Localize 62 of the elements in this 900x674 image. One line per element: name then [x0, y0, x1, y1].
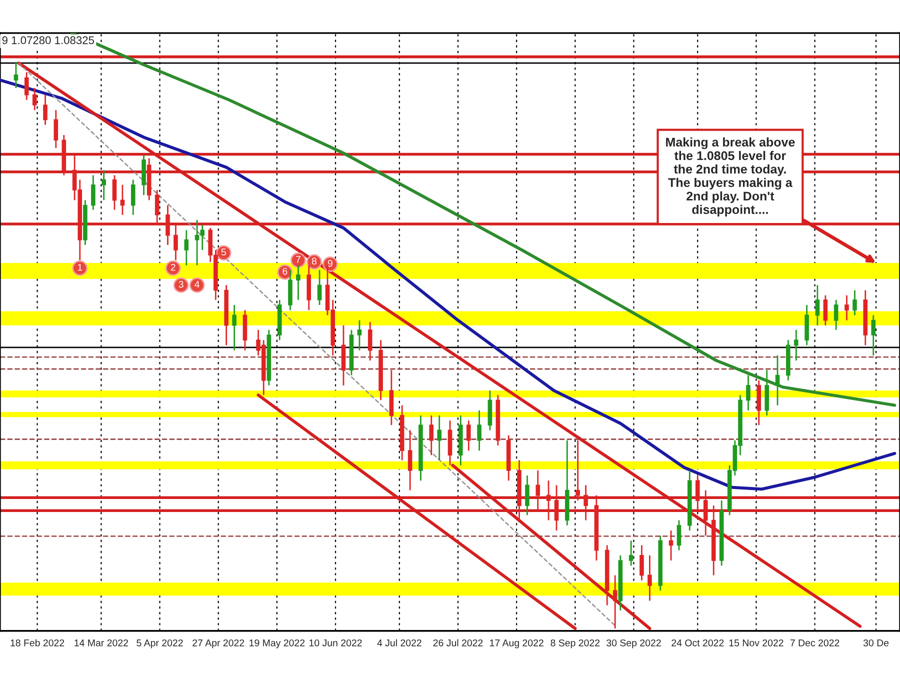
x-tick-label: 24 Oct 2022 — [672, 639, 724, 646]
candlestick — [357, 320, 362, 351]
candlestick — [437, 414, 442, 461]
candlestick — [24, 71, 29, 101]
x-tick-label: 8 Sep 2022 — [550, 639, 600, 648]
candlestick — [844, 294, 849, 321]
candlestick — [746, 374, 750, 412]
candlestick — [102, 169, 106, 201]
annotation: 8 — [312, 258, 316, 265]
x-tick-label: 30 De — [863, 639, 889, 646]
candlestick — [408, 429, 412, 491]
candlestick — [54, 109, 58, 149]
candlestick — [232, 304, 236, 351]
x-tick-label: 5 Apr 2022 — [136, 639, 183, 648]
candlestick — [794, 329, 798, 362]
annotation: 3 — [178, 280, 184, 288]
x-tick-label: 19 May 2022 — [250, 639, 305, 648]
candlestick — [525, 474, 530, 516]
candlestick — [429, 414, 434, 456]
annotation: 7 — [296, 256, 300, 263]
candlestick — [120, 184, 125, 216]
candlestick — [368, 321, 372, 362]
annotation: 5 — [221, 248, 226, 256]
x-tick-label: 14 Mar 2022 — [74, 639, 128, 646]
annotation: Making a break above the 1.0805 level for the 2nd time today. The buyers making a 2nd play. Don't disappoint.... — [666, 137, 795, 216]
candlestick — [43, 94, 48, 126]
candlestick — [14, 61, 18, 89]
candlestick — [91, 174, 96, 210]
annotation: 6 — [282, 268, 288, 275]
candlestick — [184, 229, 189, 266]
x-tick-label: 4 Jul 2022 — [377, 639, 422, 646]
candlestick — [648, 554, 652, 602]
candlestick — [477, 410, 482, 452]
annotation: 4 — [194, 280, 200, 288]
candlestick — [871, 314, 876, 356]
candlestick — [676, 520, 682, 551]
x-tick-label: 17 Aug 2022 — [490, 639, 544, 648]
x-tick-label: 27 Apr 2022 — [192, 639, 244, 648]
candlestick — [852, 290, 857, 316]
x-tick-label: 26 Jul 2022 — [433, 639, 483, 646]
annotation: 1 — [78, 264, 82, 271]
candlestick — [834, 299, 838, 331]
candlestick — [628, 540, 634, 566]
annotation: 9 — [328, 260, 332, 267]
candlestick — [640, 544, 644, 582]
candlestick — [823, 294, 828, 326]
x-tick-label: 7 Dec 2022 — [790, 639, 840, 646]
x-tick-label: 15 Nov 2022 — [729, 639, 784, 646]
annotation: 2 — [170, 264, 176, 271]
x-tick-label: 30 Sep 2022 — [606, 639, 661, 648]
candlestick — [296, 264, 300, 301]
candlestick — [815, 284, 820, 326]
candlestick — [775, 354, 780, 406]
candlestick — [130, 179, 136, 216]
candlestick — [112, 174, 117, 210]
candlestick — [317, 269, 322, 306]
x-tick-label: 10 Jun 2022 — [309, 639, 362, 646]
candlestick — [466, 420, 471, 452]
candlestick — [32, 87, 37, 111]
x-tick-label: 18 Feb 2022 — [10, 639, 64, 646]
text: 9 1.07280 1.08325 — [2, 36, 94, 44]
candlestick — [668, 530, 674, 562]
